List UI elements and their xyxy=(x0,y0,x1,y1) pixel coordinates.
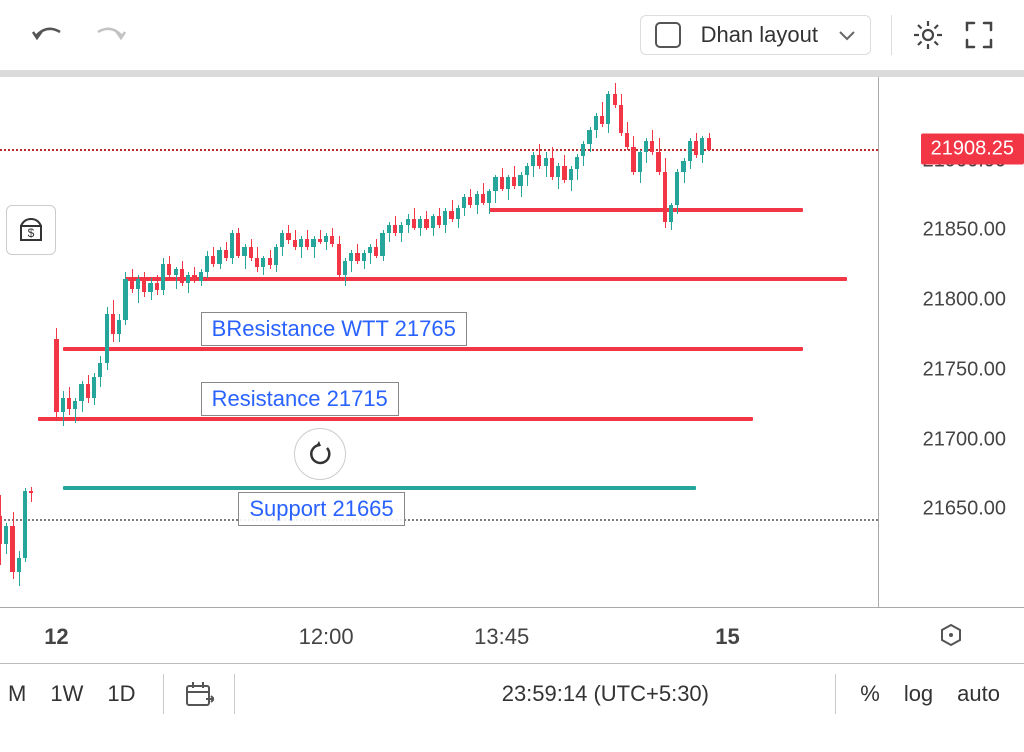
horizontal-line[interactable] xyxy=(38,417,753,421)
reset-chart-button[interactable] xyxy=(294,428,346,480)
dotted-reference-line xyxy=(0,519,878,521)
annotation-label[interactable]: BResistance WTT 21765 xyxy=(201,312,467,346)
x-axis[interactable]: 12 12:00 13:45 15 xyxy=(0,607,1024,663)
x-tick: 15 xyxy=(715,624,739,650)
chevron-down-icon xyxy=(838,29,856,41)
layout-checkbox[interactable] xyxy=(655,22,681,48)
y-tick: 21650.00 xyxy=(923,498,1006,521)
scale-%[interactable]: % xyxy=(860,681,880,707)
undo-button[interactable] xyxy=(30,22,64,48)
y-tick: 21800.00 xyxy=(923,289,1006,312)
horizontal-line[interactable] xyxy=(63,347,803,351)
layout-select[interactable]: Dhan layout xyxy=(640,15,871,55)
horizontal-line[interactable] xyxy=(125,277,846,281)
fullscreen-button[interactable] xyxy=(964,20,994,50)
y-tick: 21700.00 xyxy=(923,428,1006,451)
toolbar: Dhan layout xyxy=(0,0,1024,70)
x-tick: 12:00 xyxy=(299,624,354,650)
trading-panel-button[interactable]: $ xyxy=(6,205,56,255)
svg-text:$: $ xyxy=(28,226,35,240)
clock-label: 23:59:14 (UTC+5:30) xyxy=(235,681,835,707)
dotted-reference-line xyxy=(0,149,878,151)
goto-date-button[interactable] xyxy=(163,674,235,714)
layout-label: Dhan layout xyxy=(701,22,818,48)
settings-button[interactable] xyxy=(912,19,944,51)
annotation-label[interactable]: Support 21665 xyxy=(238,492,404,526)
x-tick: 12 xyxy=(44,624,68,650)
y-tick: 21850.00 xyxy=(923,219,1006,242)
range-1w[interactable]: 1W xyxy=(50,681,83,707)
scale-auto[interactable]: auto xyxy=(957,681,1000,707)
calendar-icon xyxy=(184,680,214,708)
chart-area[interactable]: BResistance WTT 21765 Resistance 21715 Sup… xyxy=(0,77,1024,607)
bottom-bar: M 1W 1D 23:59:14 (UTC+5:30) % logauto xyxy=(0,663,1024,723)
range-m[interactable]: M xyxy=(8,681,26,707)
axis-settings-button[interactable] xyxy=(938,622,964,648)
gear-icon xyxy=(912,19,944,51)
redo-button[interactable] xyxy=(94,22,128,48)
y-tick: 21750.00 xyxy=(923,358,1006,381)
top-divider xyxy=(0,70,1024,77)
range-1d[interactable]: 1D xyxy=(107,681,135,707)
hexagon-icon xyxy=(938,622,964,648)
horizontal-line[interactable] xyxy=(489,208,803,212)
price-tag: 21908.25 xyxy=(921,134,1024,165)
x-tick: 13:45 xyxy=(474,624,529,650)
y-axis[interactable]: 21900.0021850.0021800.0021750.0021700.00… xyxy=(878,77,1024,607)
fullscreen-icon xyxy=(964,20,994,50)
horizontal-line[interactable] xyxy=(63,486,696,490)
scale-log[interactable]: log xyxy=(904,681,933,707)
annotation-label[interactable]: Resistance 21715 xyxy=(201,382,399,416)
